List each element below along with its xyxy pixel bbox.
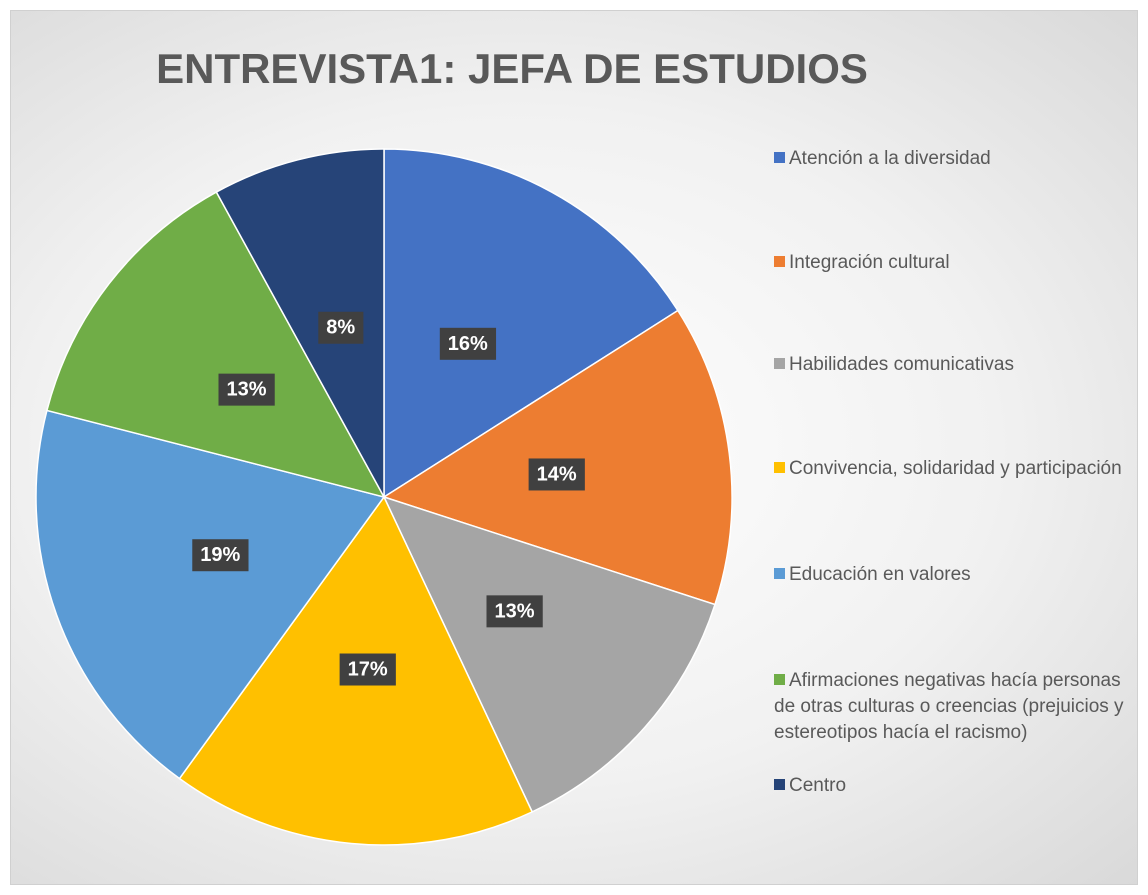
legend-swatch — [774, 779, 785, 790]
legend-label: Habilidades comunicativas — [789, 354, 1014, 375]
data-label: 19% — [200, 544, 240, 566]
legend-item: Afirmaciones negativas hacía personas de… — [774, 668, 1134, 746]
legend-label: Convivencia, solidaridad y participación — [789, 458, 1122, 479]
pie-slice — [215, 148, 385, 498]
pie-slice — [383, 148, 679, 499]
data-label-box — [486, 595, 543, 628]
legend-swatch — [774, 256, 785, 267]
data-label: 13% — [226, 379, 266, 401]
legend-label: Centro — [789, 775, 847, 796]
legend-item: Convivencia, solidaridad y participación — [774, 456, 1134, 482]
data-label: 17% — [348, 659, 388, 681]
data-label-box — [528, 458, 585, 491]
legend-item: Atención a la diversidad — [774, 146, 1134, 172]
legend-item: Habilidades comunicativas — [774, 352, 1134, 378]
pie-slice — [382, 309, 733, 606]
legend-label: Educación en valores — [789, 564, 971, 585]
pie-slice — [35, 409, 386, 780]
data-label-box — [339, 653, 396, 686]
legend-label: Integración cultural — [789, 252, 950, 273]
legend-swatch — [774, 152, 785, 163]
data-label-box — [439, 327, 497, 360]
chart-title: ENTREVISTA1: JEFA DE ESTUDIOS — [156, 45, 868, 92]
legend-item: Centro — [774, 773, 1134, 799]
legend-item: Integración cultural — [774, 250, 1134, 276]
data-label-box — [192, 539, 249, 572]
data-label-box — [318, 311, 364, 344]
pie-slice — [46, 191, 386, 499]
legend-swatch — [774, 674, 785, 685]
legend-swatch — [774, 358, 785, 369]
data-label: 16% — [448, 333, 488, 355]
legend-swatch — [774, 568, 785, 579]
data-label: 13% — [495, 600, 535, 622]
data-label: 8% — [326, 317, 355, 339]
legend-item: Educación en valores — [774, 562, 1134, 588]
pie-slice — [382, 495, 716, 813]
data-label-box — [218, 373, 275, 406]
legend-swatch — [774, 462, 785, 473]
legend-label: Afirmaciones negativas hacía personas de… — [774, 670, 1124, 743]
legend-label: Atención a la diversidad — [789, 148, 991, 169]
data-label: 14% — [537, 463, 577, 485]
